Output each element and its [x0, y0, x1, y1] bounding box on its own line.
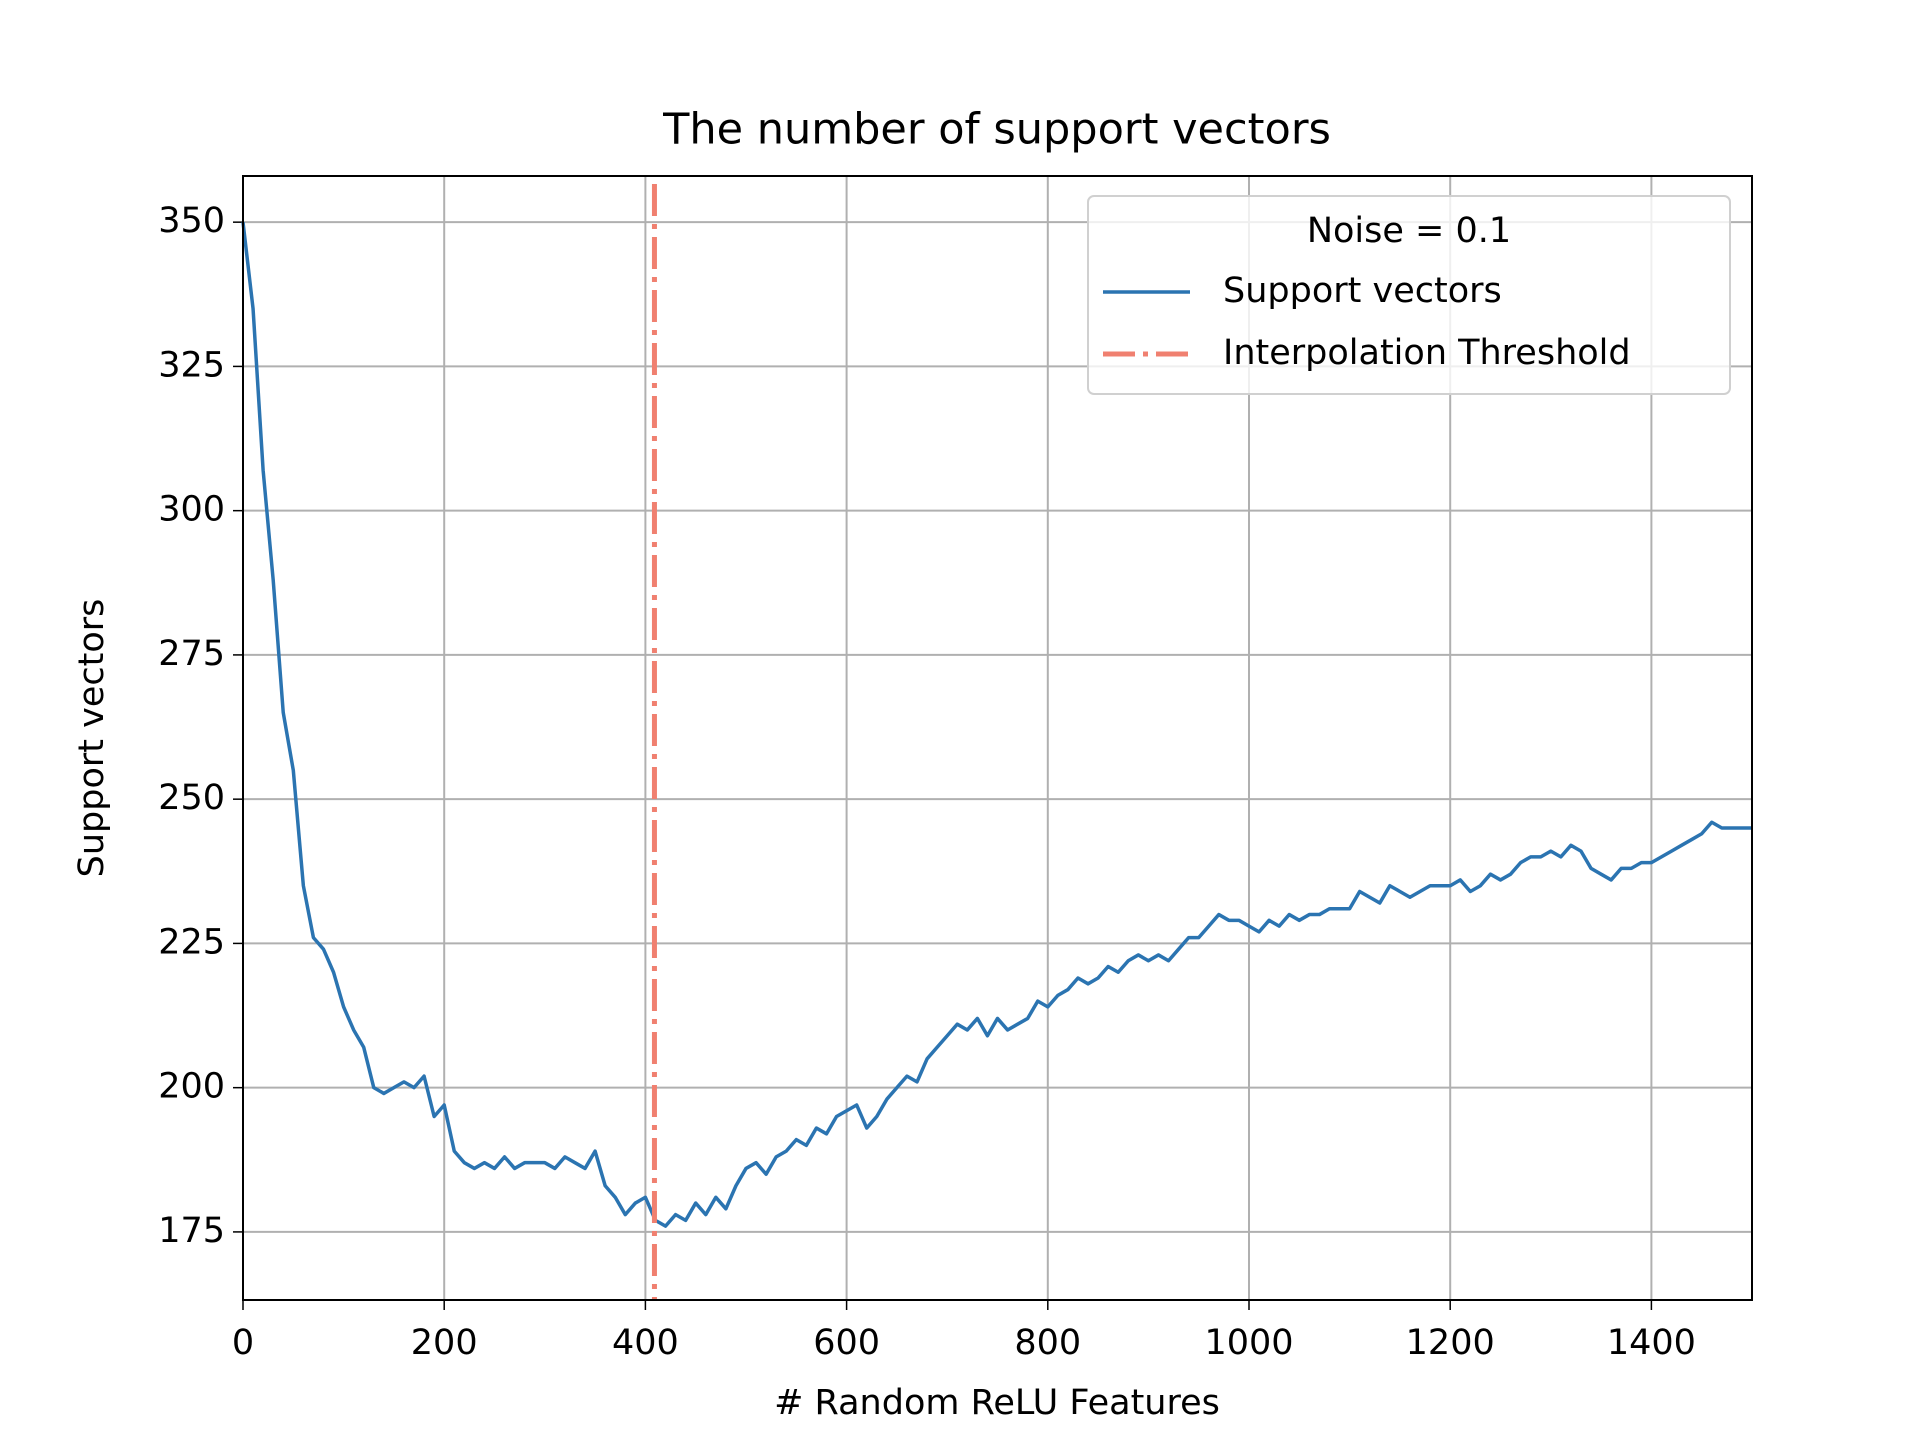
y-tick-label: 300 — [158, 490, 225, 530]
chart-title: The number of support vectors — [662, 105, 1331, 155]
y-tick-label: 175 — [158, 1211, 225, 1251]
plot-frame — [242, 175, 1753, 1301]
y-tick-label: 350 — [158, 201, 225, 241]
legend-title: Noise = 0.1 — [1307, 211, 1511, 251]
y-tick-label: 250 — [158, 778, 225, 818]
x-tick-label: 1000 — [1204, 1323, 1293, 1363]
x-tick-label: 1200 — [1406, 1323, 1495, 1363]
legend-label: Interpolation Threshold — [1223, 333, 1631, 373]
legend-box — [1087, 195, 1731, 395]
x-tick-label: 400 — [612, 1323, 679, 1363]
x-tick-label: 800 — [1014, 1323, 1081, 1363]
x-axis-label: # Random ReLU Features — [774, 1383, 1220, 1423]
x-tick-label: 1400 — [1607, 1323, 1696, 1363]
y-tick-label: 275 — [158, 634, 225, 674]
y-axis-label: Support vectors — [72, 599, 112, 878]
x-tick-label: 600 — [813, 1323, 880, 1363]
y-tick-label: 225 — [158, 922, 225, 962]
data-line — [241, 221, 1752, 1228]
y-tick-label: 200 — [158, 1067, 225, 1107]
x-tick-label: 0 — [232, 1323, 254, 1363]
y-tick-label: 325 — [158, 345, 225, 385]
legend-label: Support vectors — [1223, 271, 1502, 311]
x-tick-label: 200 — [411, 1323, 478, 1363]
